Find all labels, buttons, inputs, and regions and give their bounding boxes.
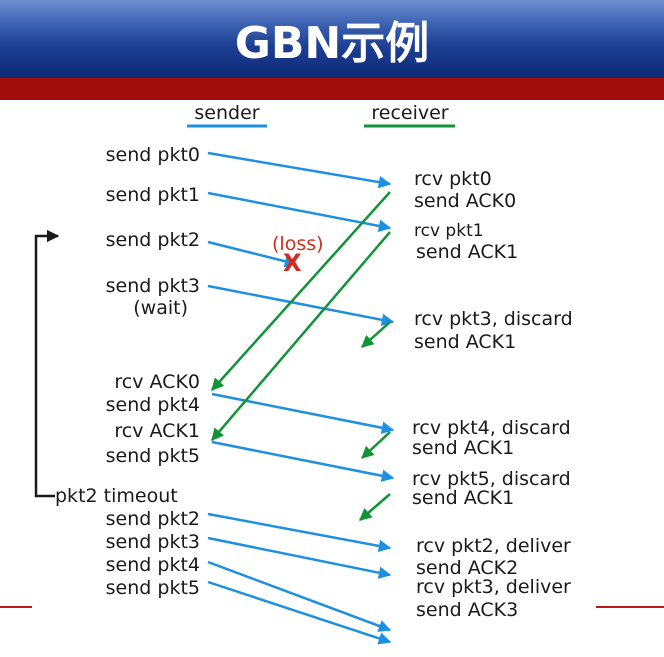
loss-x-icon: X [283,249,302,277]
timeout-bracket [34,229,60,498]
sender-event: (wait) [133,297,188,319]
sender-event: rcv ACK1 [114,420,200,442]
pkt5-arrow [211,440,395,482]
sender-event: rcv ACK0 [114,371,200,393]
receiver-event: rcv pkt2, deliver [416,535,571,557]
ack0-arrow [211,191,391,391]
page-title: GBN示例 [234,18,430,69]
resend-pkt4-arrow [207,560,392,632]
receiver-event: rcv pkt3, discard [414,308,573,330]
footer-rule-right [596,606,664,608]
sender-event: send pkt3 [105,531,200,553]
sender-event: send pkt4 [105,554,200,576]
receiver-event: send ACK3 [416,599,519,621]
sender-event: pkt2 timeout [55,485,178,507]
ack1-arrow [211,231,391,441]
sender-event: send pkt3 [105,275,200,297]
receiver-event: rcv pkt4, discard [412,417,571,439]
ack1-dup-arrow-3 [359,493,391,521]
title-bar [0,0,664,78]
receiver-event: send ACK0 [414,190,517,212]
sender-event: send pkt5 [105,445,200,467]
pkt0-arrow [207,151,392,189]
receiver-event: rcv pkt1 [414,221,484,241]
footer-rule-left [0,606,32,608]
receiver-event: send ACK1 [414,331,517,353]
sender-event: send pkt2 [105,508,200,530]
sender-event: send pkt4 [105,394,200,416]
resend-pkt5-arrow [207,580,392,645]
sender-event: send pkt0 [105,144,200,166]
resend-pkt2-arrow [207,512,392,553]
receiver-event: send ACK1 [412,437,515,459]
pkt3-arrow [207,284,395,326]
sender-event: send pkt2 [105,229,200,251]
receiver-event: rcv pkt5, discard [412,468,571,490]
title-underline-band [0,78,664,100]
sender-column-label: sender [194,102,260,124]
loss-label: (loss) [272,233,324,255]
ack1-dup-arrow-1 [361,321,391,348]
receiver-event: send ACK2 [416,557,519,579]
receiver-event: send ACK1 [416,241,519,263]
sender-event: send pkt1 [105,184,200,206]
receiver-event: rcv pkt0 [414,168,492,190]
receiver-event: rcv pkt3, deliver [416,576,571,598]
pkt1-arrow [207,191,392,233]
sender-event: send pkt5 [105,577,200,599]
receiver-event: send ACK1 [412,487,515,509]
pkt4-arrow [211,392,395,434]
pkt2-lost-arrow [207,240,298,268]
ack1-dup-arrow-2 [361,431,391,459]
resend-pkt3-arrow [207,536,392,579]
receiver-column-label: receiver [371,102,449,124]
